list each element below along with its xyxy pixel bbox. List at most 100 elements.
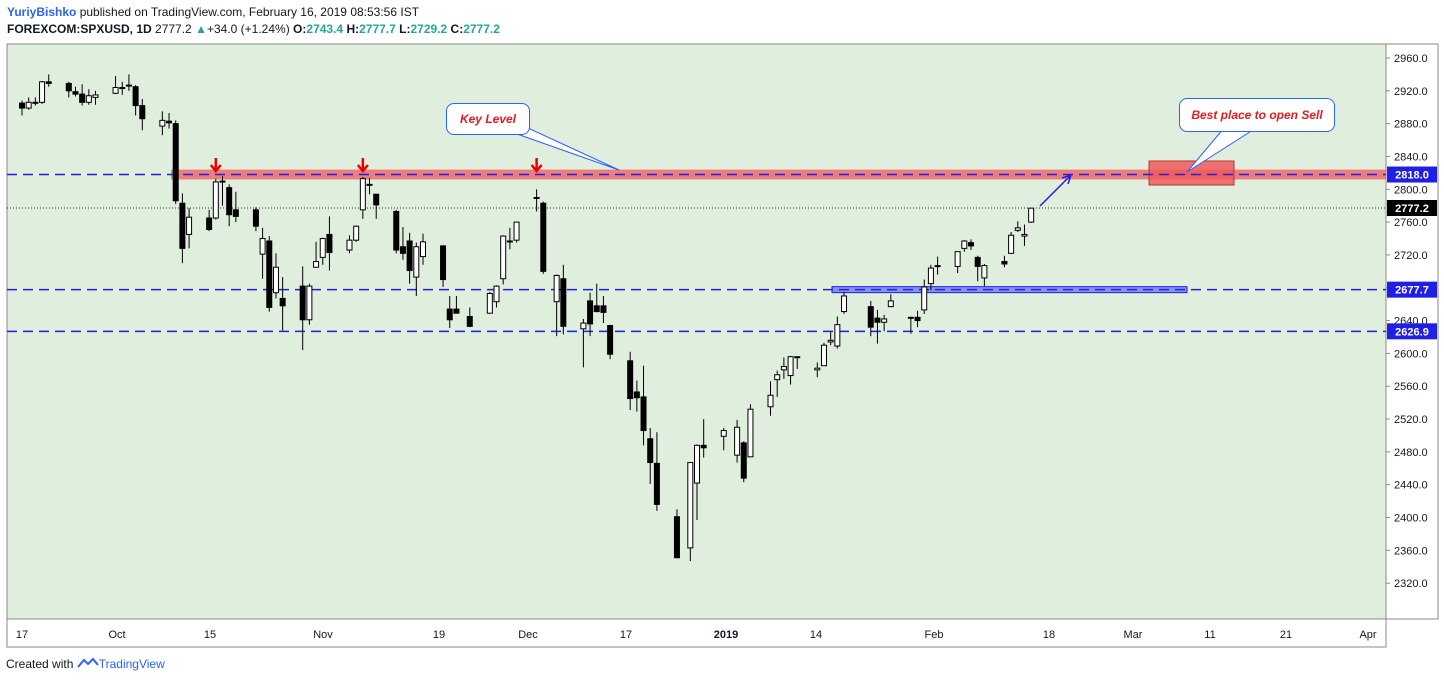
candle[interactable]: [607, 324, 614, 360]
candle[interactable]: [687, 462, 694, 562]
candle[interactable]: [927, 264, 934, 291]
candle[interactable]: [119, 81, 126, 95]
candle[interactable]: [373, 193, 380, 219]
down-arrow-mark[interactable]: [530, 158, 543, 173]
sell-callout[interactable]: Best place to open Sell: [1179, 98, 1335, 132]
candle[interactable]: [827, 332, 834, 346]
candle[interactable]: [413, 242, 420, 296]
candle[interactable]: [440, 245, 447, 287]
candle[interactable]: [647, 428, 654, 484]
candle[interactable]: [493, 285, 500, 308]
candle[interactable]: [19, 100, 25, 116]
candle[interactable]: [500, 235, 507, 285]
candle[interactable]: [466, 307, 473, 328]
candle[interactable]: [166, 112, 173, 129]
price-label[interactable]: 2777.2: [1395, 203, 1429, 215]
candle[interactable]: [279, 277, 286, 331]
candle[interactable]: [125, 74, 132, 91]
candle[interactable]: [1014, 221, 1021, 232]
candle[interactable]: [159, 111, 166, 136]
candle[interactable]: [232, 191, 239, 223]
candle[interactable]: [974, 255, 981, 282]
candle[interactable]: [206, 209, 213, 232]
candle[interactable]: [266, 236, 273, 312]
candle[interactable]: [1028, 207, 1035, 223]
projection-arrow[interactable]: [1039, 174, 1072, 207]
candle[interactable]: [319, 237, 326, 265]
candle[interactable]: [366, 177, 373, 195]
candle[interactable]: [346, 235, 353, 254]
candle[interactable]: [259, 227, 266, 279]
candle[interactable]: [881, 314, 888, 332]
candle[interactable]: [139, 99, 146, 131]
candle[interactable]: [633, 380, 640, 412]
candle[interactable]: [32, 97, 39, 106]
candle[interactable]: [954, 251, 961, 273]
candle[interactable]: [981, 263, 988, 287]
candle[interactable]: [419, 233, 426, 265]
candle[interactable]: [359, 176, 366, 219]
candle[interactable]: [212, 178, 219, 220]
candle[interactable]: [85, 89, 92, 105]
candle[interactable]: [914, 310, 921, 328]
sell-zone-box[interactable]: [1148, 160, 1235, 186]
candle[interactable]: [486, 291, 493, 314]
candle[interactable]: [313, 241, 320, 268]
price-label[interactable]: 2626.9: [1395, 326, 1429, 338]
candle[interactable]: [72, 86, 79, 97]
candle[interactable]: [399, 227, 406, 260]
candle[interactable]: [767, 381, 774, 416]
candle[interactable]: [740, 441, 747, 483]
candle[interactable]: [787, 355, 794, 385]
candle[interactable]: [446, 295, 453, 328]
candle[interactable]: [326, 216, 333, 271]
candle[interactable]: [747, 404, 754, 458]
candle[interactable]: [921, 279, 928, 315]
candle[interactable]: [560, 264, 567, 335]
candle[interactable]: [600, 295, 607, 324]
candle[interactable]: [299, 266, 306, 351]
candle[interactable]: [720, 428, 727, 451]
candle[interactable]: [252, 207, 259, 232]
candle[interactable]: [887, 294, 894, 308]
candle[interactable]: [533, 189, 540, 212]
candle[interactable]: [874, 309, 881, 344]
candle[interactable]: [353, 225, 360, 242]
candle[interactable]: [186, 208, 193, 249]
candle[interactable]: [1008, 231, 1015, 254]
candle[interactable]: [593, 283, 600, 313]
candle[interactable]: [867, 300, 874, 337]
symbol-label[interactable]: FOREXCOM:SPXUSD, 1D: [7, 22, 152, 36]
candle[interactable]: [834, 316, 841, 349]
time-axis[interactable]: [6, 618, 1387, 648]
candle[interactable]: [132, 85, 139, 116]
candle[interactable]: [961, 240, 968, 252]
candle[interactable]: [968, 239, 975, 251]
candle[interactable]: [39, 80, 46, 104]
candle[interactable]: [226, 184, 233, 227]
candle[interactable]: [934, 256, 941, 275]
candle[interactable]: [92, 90, 99, 105]
candle[interactable]: [780, 357, 787, 379]
candle[interactable]: [1001, 255, 1008, 268]
candle[interactable]: [814, 362, 821, 378]
price-label[interactable]: 2677.7: [1395, 285, 1429, 297]
key-level-callout[interactable]: Key Level: [446, 103, 530, 135]
candle[interactable]: [179, 193, 186, 264]
candle[interactable]: [820, 342, 827, 367]
candle[interactable]: [306, 283, 313, 325]
candle[interactable]: [907, 316, 914, 334]
candle[interactable]: [553, 274, 560, 337]
candle[interactable]: [65, 81, 72, 98]
candle[interactable]: [653, 432, 660, 511]
candle[interactable]: [25, 97, 32, 110]
down-arrow-mark[interactable]: [356, 158, 369, 173]
candle[interactable]: [513, 221, 520, 243]
candle[interactable]: [172, 120, 179, 205]
candle[interactable]: [774, 370, 781, 397]
candle[interactable]: [45, 74, 52, 87]
candle[interactable]: [580, 318, 587, 368]
candle[interactable]: [393, 209, 400, 254]
candle[interactable]: [219, 176, 226, 206]
candle[interactable]: [673, 509, 680, 559]
